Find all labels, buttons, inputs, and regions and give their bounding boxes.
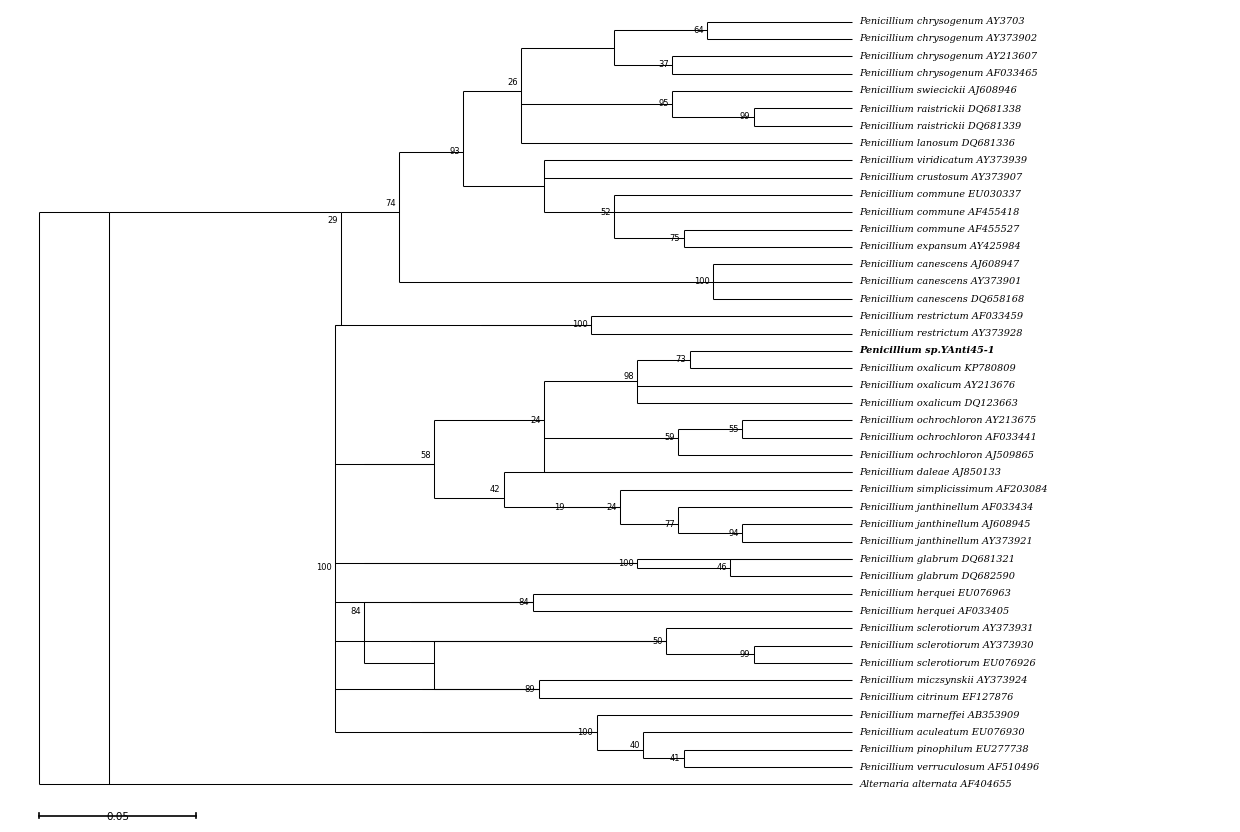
Text: 52: 52: [600, 208, 611, 217]
Text: Penicillium commune EU030337: Penicillium commune EU030337: [859, 191, 1022, 200]
Text: Penicillium aculeatum EU076930: Penicillium aculeatum EU076930: [859, 728, 1025, 737]
Text: Penicillium canescens AJ608947: Penicillium canescens AJ608947: [859, 260, 1019, 269]
Text: Penicillium glabrum DQ681321: Penicillium glabrum DQ681321: [859, 555, 1016, 563]
Text: Penicillium ochrochloron AY213675: Penicillium ochrochloron AY213675: [859, 416, 1037, 425]
Text: 89: 89: [525, 685, 536, 694]
Text: 40: 40: [629, 741, 640, 750]
Text: 29: 29: [327, 216, 337, 225]
Text: Penicillium chrysogenum AY3703: Penicillium chrysogenum AY3703: [859, 17, 1025, 26]
Text: 98: 98: [624, 373, 634, 382]
Text: Penicillium glabrum DQ682590: Penicillium glabrum DQ682590: [859, 572, 1016, 581]
Text: Penicillium viridicatum AY373939: Penicillium viridicatum AY373939: [859, 156, 1028, 165]
Text: Penicillium daleae AJ850133: Penicillium daleae AJ850133: [859, 468, 1002, 477]
Text: 64: 64: [693, 26, 703, 35]
Text: 100: 100: [693, 277, 709, 286]
Text: 37: 37: [658, 61, 668, 69]
Text: Penicillium oxalicum KP780809: Penicillium oxalicum KP780809: [859, 364, 1016, 373]
Text: 46: 46: [717, 563, 727, 572]
Text: Penicillium sp.YAnti45-1: Penicillium sp.YAnti45-1: [859, 346, 994, 355]
Text: Penicillium lanosum DQ681336: Penicillium lanosum DQ681336: [859, 138, 1016, 147]
Text: 99: 99: [739, 650, 750, 659]
Text: 59: 59: [665, 433, 675, 442]
Text: 42: 42: [490, 485, 500, 494]
Text: Penicillium chrysogenum AF033465: Penicillium chrysogenum AF033465: [859, 69, 1038, 78]
Text: 50: 50: [652, 637, 663, 646]
Text: 84: 84: [350, 607, 361, 616]
Text: 75: 75: [670, 234, 681, 243]
Text: 94: 94: [728, 528, 739, 537]
Text: 55: 55: [728, 424, 739, 433]
Text: Penicillium raistrickii DQ681339: Penicillium raistrickii DQ681339: [859, 121, 1022, 130]
Text: Penicillium sclerotiorum AY373930: Penicillium sclerotiorum AY373930: [859, 641, 1034, 651]
Text: 58: 58: [420, 450, 430, 459]
Text: Penicillium chrysogenum AY373902: Penicillium chrysogenum AY373902: [859, 34, 1038, 43]
Text: Penicillium restrictum AY373928: Penicillium restrictum AY373928: [859, 329, 1023, 338]
Text: 100: 100: [578, 728, 593, 737]
Text: Penicillium ochrochloron AF033441: Penicillium ochrochloron AF033441: [859, 433, 1037, 442]
Text: Penicillium expansum AY425984: Penicillium expansum AY425984: [859, 242, 1021, 251]
Text: 100: 100: [619, 559, 634, 568]
Text: Penicillium oxalicum AY213676: Penicillium oxalicum AY213676: [859, 381, 1016, 390]
Text: 26: 26: [507, 77, 518, 87]
Text: 100: 100: [316, 563, 332, 572]
Text: Penicillium sclerotiorum EU076926: Penicillium sclerotiorum EU076926: [859, 659, 1037, 667]
Text: Penicillium chrysogenum AY213607: Penicillium chrysogenum AY213607: [859, 52, 1038, 61]
Text: 84: 84: [518, 598, 529, 607]
Text: Penicillium pinophilum EU277738: Penicillium pinophilum EU277738: [859, 745, 1029, 755]
Text: 95: 95: [658, 99, 668, 108]
Text: Alternaria alternata AF404655: Alternaria alternata AF404655: [859, 780, 1012, 789]
Text: Penicillium janthinellum AY373921: Penicillium janthinellum AY373921: [859, 537, 1033, 547]
Text: Penicillium verruculosum AF510496: Penicillium verruculosum AF510496: [859, 763, 1039, 771]
Text: 73: 73: [676, 355, 686, 364]
Text: Penicillium crustosum AY373907: Penicillium crustosum AY373907: [859, 173, 1023, 182]
Text: Penicillium miczsynskii AY373924: Penicillium miczsynskii AY373924: [859, 676, 1028, 685]
Text: Penicillium sclerotiorum AY373931: Penicillium sclerotiorum AY373931: [859, 624, 1034, 633]
Text: Penicillium janthinellum AF033434: Penicillium janthinellum AF033434: [859, 503, 1034, 512]
Text: 24: 24: [531, 416, 541, 425]
Text: Penicillium commune AF455418: Penicillium commune AF455418: [859, 208, 1019, 217]
Text: Penicillium commune AF455527: Penicillium commune AF455527: [859, 225, 1019, 234]
Text: Penicillium oxalicum DQ123663: Penicillium oxalicum DQ123663: [859, 399, 1018, 408]
Text: 74: 74: [386, 199, 396, 208]
Text: 24: 24: [606, 503, 616, 512]
Text: Penicillium ochrochloron AJ509865: Penicillium ochrochloron AJ509865: [859, 450, 1034, 459]
Text: 41: 41: [670, 754, 681, 763]
Text: Penicillium janthinellum AJ608945: Penicillium janthinellum AJ608945: [859, 520, 1030, 529]
Text: Penicillium restrictum AF033459: Penicillium restrictum AF033459: [859, 312, 1023, 321]
Text: Penicillium herquei AF033405: Penicillium herquei AF033405: [859, 607, 1009, 616]
Text: Penicillium citrinum EF127876: Penicillium citrinum EF127876: [859, 693, 1014, 702]
Text: Penicillium herquei EU076963: Penicillium herquei EU076963: [859, 589, 1012, 598]
Text: Penicillium canescens AY373901: Penicillium canescens AY373901: [859, 277, 1022, 286]
Text: 0.05: 0.05: [105, 812, 129, 822]
Text: 77: 77: [663, 520, 675, 529]
Text: Penicillium swiecickii AJ608946: Penicillium swiecickii AJ608946: [859, 87, 1017, 96]
Text: Penicillium raistrickii DQ681338: Penicillium raistrickii DQ681338: [859, 104, 1022, 112]
Text: 93: 93: [449, 147, 460, 156]
Text: 100: 100: [572, 320, 588, 329]
Text: 99: 99: [739, 112, 750, 121]
Text: Penicillium canescens DQ658168: Penicillium canescens DQ658168: [859, 295, 1024, 304]
Text: Penicillium simplicissimum AF203084: Penicillium simplicissimum AF203084: [859, 485, 1048, 494]
Text: Penicillium marneffei AB353909: Penicillium marneffei AB353909: [859, 711, 1019, 720]
Text: 19: 19: [554, 503, 564, 512]
